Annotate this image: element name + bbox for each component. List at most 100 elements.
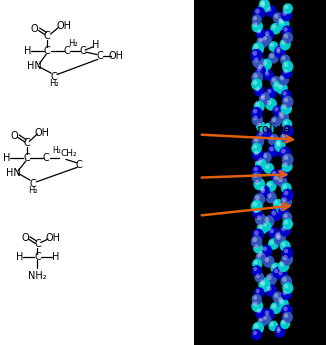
Circle shape (258, 38, 263, 42)
Circle shape (260, 282, 265, 287)
Circle shape (257, 29, 261, 34)
Circle shape (253, 243, 263, 254)
Circle shape (255, 195, 260, 200)
Circle shape (253, 109, 257, 114)
Circle shape (265, 284, 277, 297)
Circle shape (254, 272, 264, 283)
Circle shape (280, 55, 290, 65)
Circle shape (261, 34, 272, 45)
Circle shape (254, 167, 258, 171)
Circle shape (252, 20, 263, 32)
Circle shape (284, 98, 289, 102)
Circle shape (253, 16, 257, 20)
Circle shape (252, 258, 262, 269)
Text: CH₂: CH₂ (60, 149, 77, 158)
Circle shape (261, 127, 272, 139)
Circle shape (274, 14, 278, 18)
Circle shape (257, 62, 268, 75)
Circle shape (253, 237, 257, 242)
Circle shape (254, 230, 259, 236)
Circle shape (263, 60, 267, 65)
Circle shape (261, 59, 272, 70)
Circle shape (270, 240, 274, 245)
Circle shape (265, 124, 269, 129)
Text: C: C (34, 252, 41, 262)
Circle shape (280, 207, 284, 211)
Circle shape (276, 49, 281, 54)
Circle shape (282, 277, 287, 282)
Circle shape (267, 275, 272, 280)
Circle shape (259, 187, 270, 199)
Circle shape (279, 225, 291, 237)
Circle shape (252, 172, 262, 183)
Circle shape (272, 171, 276, 176)
Circle shape (282, 11, 287, 16)
Text: C: C (34, 239, 41, 249)
Circle shape (254, 44, 259, 49)
Text: H: H (16, 252, 23, 262)
Circle shape (277, 110, 287, 120)
Circle shape (278, 204, 283, 209)
Circle shape (284, 155, 288, 160)
Circle shape (282, 153, 294, 166)
Circle shape (267, 286, 272, 291)
Circle shape (263, 30, 274, 41)
Text: C: C (23, 138, 30, 148)
Circle shape (272, 210, 276, 216)
Circle shape (268, 238, 279, 250)
Circle shape (254, 287, 264, 298)
Circle shape (283, 162, 288, 167)
Circle shape (254, 85, 265, 97)
Circle shape (251, 200, 263, 213)
Circle shape (257, 129, 268, 141)
Circle shape (281, 227, 286, 231)
Circle shape (254, 260, 258, 265)
Text: O: O (11, 131, 19, 141)
Circle shape (278, 271, 283, 275)
Circle shape (266, 87, 276, 99)
Text: Hydroxyproline: Hydroxyproline (202, 123, 292, 136)
Circle shape (270, 209, 282, 221)
Circle shape (274, 82, 278, 87)
Circle shape (265, 71, 269, 76)
Circle shape (257, 316, 268, 327)
Circle shape (270, 23, 281, 34)
Circle shape (259, 0, 270, 10)
Circle shape (277, 269, 287, 280)
Circle shape (263, 70, 274, 81)
Circle shape (251, 329, 262, 341)
Circle shape (256, 289, 260, 293)
Circle shape (273, 105, 283, 117)
Text: C: C (76, 160, 82, 169)
Circle shape (253, 202, 257, 207)
Circle shape (267, 145, 279, 157)
Circle shape (259, 224, 263, 229)
Circle shape (255, 213, 267, 226)
Circle shape (282, 134, 286, 138)
Circle shape (275, 139, 285, 150)
Circle shape (252, 149, 264, 161)
Circle shape (278, 260, 289, 272)
Text: OH: OH (35, 128, 50, 138)
Circle shape (281, 242, 286, 247)
Circle shape (253, 116, 258, 120)
Circle shape (256, 121, 266, 131)
Circle shape (283, 69, 288, 74)
Circle shape (259, 131, 263, 136)
Circle shape (259, 94, 270, 106)
Circle shape (283, 27, 288, 32)
Circle shape (261, 314, 272, 325)
Circle shape (261, 152, 272, 163)
Text: Glycine: Glycine (202, 204, 246, 217)
Circle shape (268, 41, 278, 52)
Circle shape (276, 329, 281, 333)
Circle shape (271, 263, 281, 274)
Circle shape (282, 305, 293, 316)
Circle shape (280, 169, 284, 174)
Circle shape (282, 56, 286, 60)
Circle shape (275, 327, 285, 338)
Text: C: C (43, 153, 50, 162)
Circle shape (280, 300, 284, 305)
Circle shape (284, 120, 288, 125)
Text: H₂: H₂ (52, 146, 62, 155)
